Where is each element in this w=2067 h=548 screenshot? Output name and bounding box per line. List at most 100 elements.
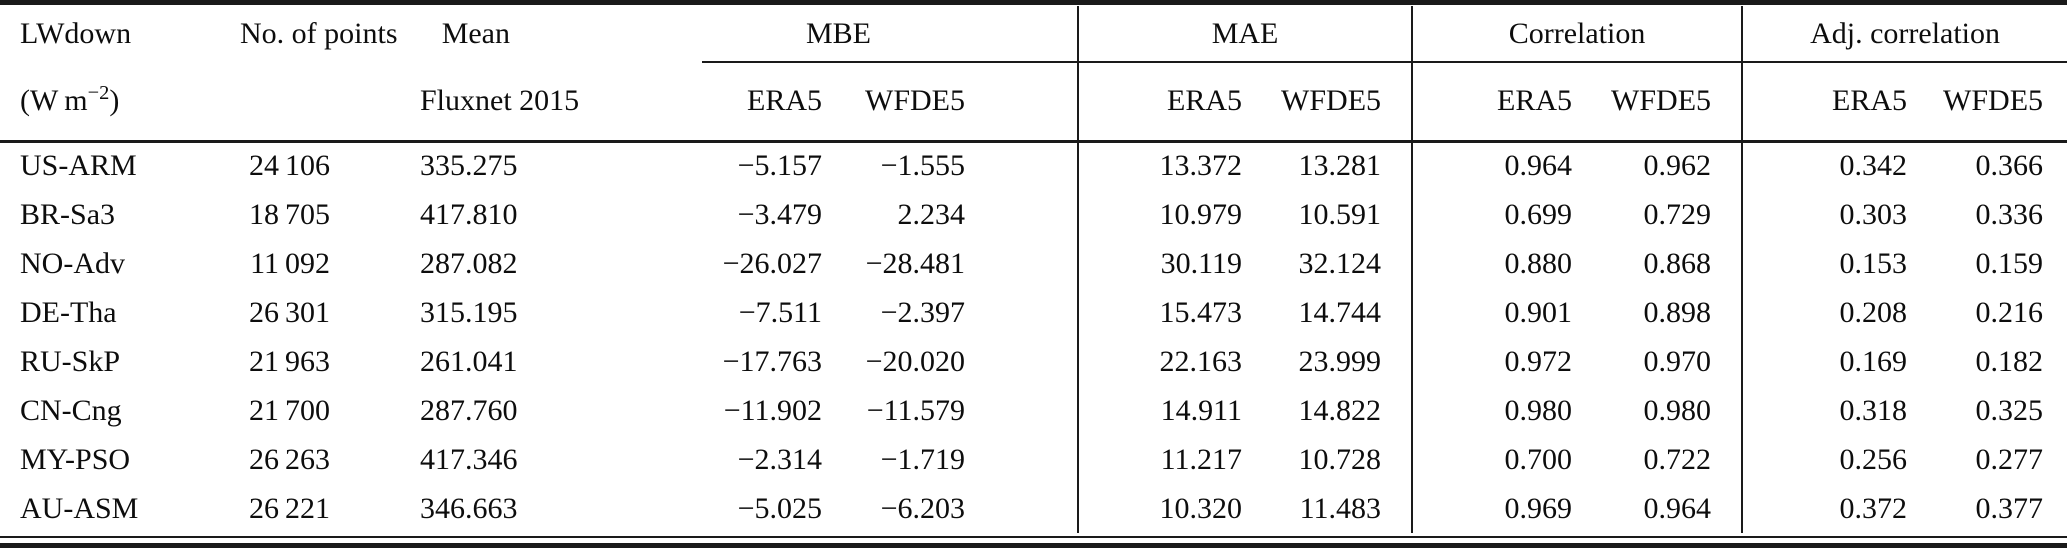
cell-corr-era5: 0.880 (1411, 239, 1581, 288)
row-my-pso: MY-PSO 26 263 417.346 −2.314 −1.719 11.2… (0, 435, 2067, 484)
cell-mbe-wfde5: −1.719 (880, 442, 966, 476)
cell-mae-era5: 10.320 (1077, 484, 1251, 533)
cell-mae-era5: 22.163 (1077, 337, 1251, 386)
cell-corr-wfde5: 0.729 (1643, 197, 1712, 231)
cell-corr-era5: 0.972 (1411, 337, 1581, 386)
cell-mae-wfde5: 23.999 (1298, 344, 1382, 378)
header-corr-era5: ERA5 (1411, 61, 1581, 141)
table-bottom-thick-rule (0, 543, 2067, 548)
header-row-groups: LWdown No. of points Mean MBE MAE Correl… (0, 6, 2067, 61)
cell-mae-wfde5: 14.744 (1298, 295, 1382, 329)
cell-mean: 335.275 (420, 148, 518, 182)
cell-adj-era5: 0.303 (1741, 190, 1916, 239)
cell-points: 21 963 (248, 344, 330, 378)
cell-site: NO-Adv (20, 246, 125, 280)
table-body: US-ARM 24 106 335.275 −5.157 −1.555 13.3… (0, 141, 2067, 533)
cell-points: 18 705 (248, 197, 330, 231)
header-mbe-era5: ERA5 (747, 84, 822, 117)
cell-mean: 287.082 (420, 246, 518, 280)
cell-mbe-wfde5: −28.481 (865, 246, 966, 280)
cell-adj-wfde5: 0.336 (1975, 197, 2044, 231)
cell-mbe-era5: −5.157 (737, 148, 822, 182)
cell-mean: 417.810 (420, 197, 518, 231)
cell-mae-era5: 14.911 (1077, 386, 1251, 435)
cell-mae-wfde5: 10.591 (1298, 197, 1382, 231)
cell-adj-wfde5: 0.277 (1975, 442, 2044, 476)
cell-adj-era5: 0.318 (1741, 386, 1916, 435)
cell-points: 26 221 (248, 491, 330, 525)
header-variable-unit: (W m−2) (0, 61, 240, 141)
cell-mae-wfde5: 10.728 (1298, 442, 1382, 476)
cell-mae-wfde5: 13.281 (1298, 148, 1382, 182)
unit-exponent: −2 (87, 81, 110, 104)
header-mean-source: Fluxnet 2015 (420, 84, 580, 117)
cell-site: US-ARM (20, 148, 137, 182)
cell-adj-era5: 0.169 (1741, 337, 1916, 386)
cell-corr-era5: 0.969 (1411, 484, 1581, 533)
row-us-arm: US-ARM 24 106 335.275 −5.157 −1.555 13.3… (0, 141, 2067, 190)
header-points: No. of points (240, 16, 398, 50)
cell-corr-era5: 0.699 (1411, 190, 1581, 239)
cell-mbe-era5: −7.511 (738, 295, 822, 329)
cell-corr-era5: 0.901 (1411, 288, 1581, 337)
cell-mbe-wfde5: −11.579 (866, 393, 966, 427)
cell-mae-era5: 15.473 (1077, 288, 1251, 337)
header-group-adj-correlation: Adj. correlation (1741, 6, 2067, 61)
header-mae-era5: ERA5 (1077, 61, 1251, 141)
cell-mean: 417.346 (420, 442, 518, 476)
cell-mbe-wfde5: −20.020 (865, 344, 966, 378)
header-adj-wfde5: WFDE5 (1943, 84, 2044, 117)
cell-adj-era5: 0.342 (1741, 141, 1916, 190)
header-adj-era5: ERA5 (1741, 61, 1916, 141)
cell-corr-wfde5: 0.868 (1643, 246, 1712, 280)
cell-mae-era5: 30.119 (1077, 239, 1251, 288)
results-table: LWdown No. of points Mean MBE MAE Correl… (0, 6, 2067, 533)
cell-site: AU-ASM (20, 491, 139, 525)
cell-adj-wfde5: 0.377 (1975, 491, 2044, 525)
cell-mean: 346.663 (420, 491, 518, 525)
cell-mbe-wfde5: −1.555 (880, 148, 966, 182)
header-mae-wfde5: WFDE5 (1281, 84, 1382, 117)
cell-site: DE-Tha (20, 295, 117, 329)
row-cn-cng: CN-Cng 21 700 287.760 −11.902 −11.579 14… (0, 386, 2067, 435)
cell-adj-wfde5: 0.216 (1975, 295, 2044, 329)
header-group-mae: MAE (1077, 6, 1413, 61)
row-au-asm: AU-ASM 26 221 346.663 −5.025 −6.203 10.3… (0, 484, 2067, 533)
cell-adj-era5: 0.153 (1741, 239, 1916, 288)
group-header-underline-rule (702, 61, 2067, 63)
cell-mbe-era5: −11.902 (723, 393, 822, 427)
cell-mean: 261.041 (420, 344, 518, 378)
cell-points: 26 263 (248, 442, 330, 476)
cell-adj-era5: 0.208 (1741, 288, 1916, 337)
cell-adj-wfde5: 0.325 (1975, 393, 2044, 427)
cell-corr-wfde5: 0.970 (1643, 344, 1712, 378)
cell-site: CN-Cng (20, 393, 122, 427)
cell-mae-era5: 10.979 (1077, 190, 1251, 239)
header-mbe-wfde5: WFDE5 (865, 84, 966, 117)
cell-mae-wfde5: 14.822 (1298, 393, 1382, 427)
header-corr-wfde5: WFDE5 (1611, 84, 1712, 117)
row-de-tha: DE-Tha 26 301 315.195 −7.511 −2.397 15.4… (0, 288, 2067, 337)
table-top-rule (0, 0, 2067, 5)
table-header: LWdown No. of points Mean MBE MAE Correl… (0, 6, 2067, 141)
cell-site: BR-Sa3 (20, 197, 116, 231)
cell-site: MY-PSO (20, 442, 131, 476)
cell-points: 21 700 (248, 393, 330, 427)
cell-mbe-wfde5: −2.397 (880, 295, 966, 329)
cell-mbe-era5: −2.314 (737, 442, 822, 476)
cell-mean: 315.195 (420, 295, 518, 329)
cell-mbe-era5: −3.479 (737, 197, 822, 231)
cell-site: RU-SkP (20, 344, 121, 378)
cell-mbe-era5: −5.025 (737, 491, 822, 525)
cell-corr-era5: 0.980 (1411, 386, 1581, 435)
cell-corr-wfde5: 0.898 (1643, 295, 1712, 329)
row-ru-skp: RU-SkP 21 963 261.041 −17.763 −20.020 22… (0, 337, 2067, 386)
header-mean: Mean (441, 16, 510, 50)
cell-corr-era5: 0.964 (1411, 141, 1581, 190)
cell-corr-wfde5: 0.964 (1643, 491, 1712, 525)
cell-points: 11 092 (250, 246, 330, 280)
cell-adj-wfde5: 0.366 (1975, 148, 2044, 182)
cell-corr-wfde5: 0.962 (1643, 148, 1712, 182)
cell-mbe-era5: −17.763 (722, 344, 822, 378)
